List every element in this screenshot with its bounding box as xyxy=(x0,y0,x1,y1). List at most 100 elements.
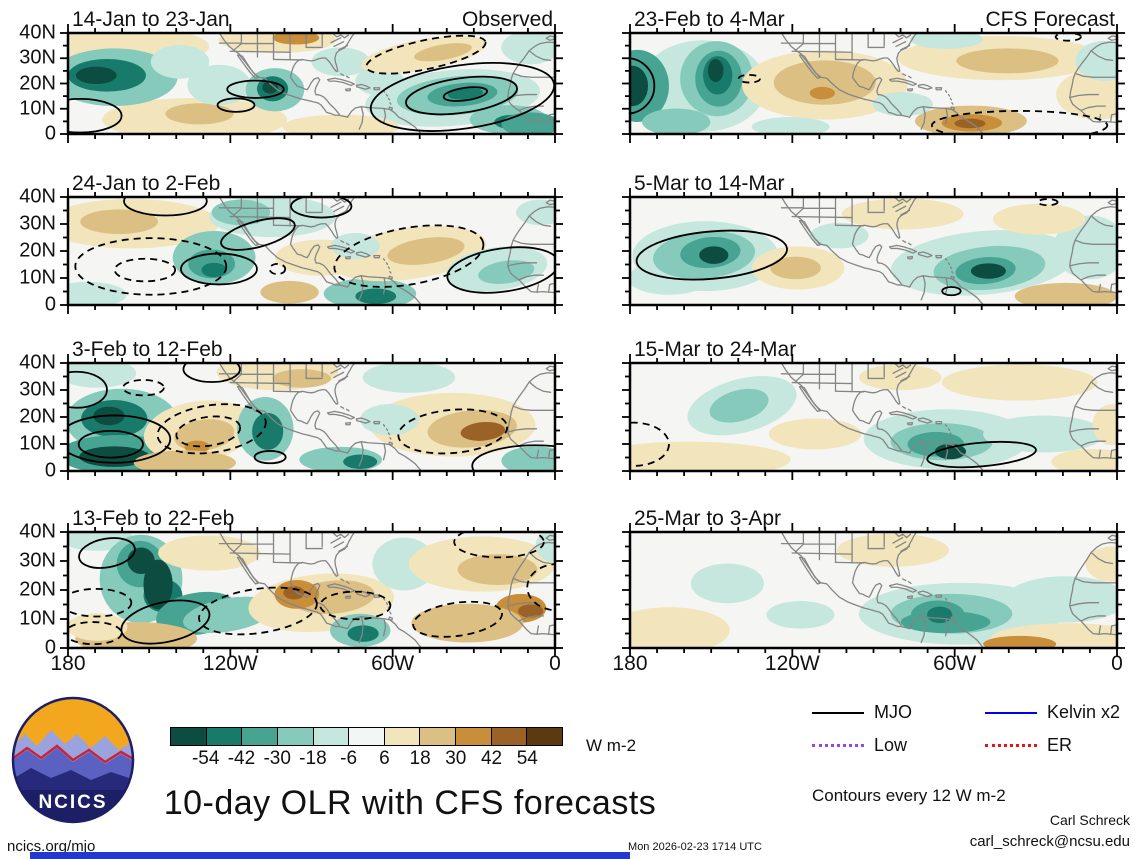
colorbar-segment xyxy=(242,728,278,745)
panel-forecast-2: 5-Mar to 14-Mar xyxy=(622,167,1125,314)
lon-axis-labels-left: 180 120W 60W 0 xyxy=(50,652,560,678)
map-canvas xyxy=(622,354,1125,480)
panel-observed-4: 13-Feb to 22-Feb xyxy=(60,502,563,657)
colorbar-tick-label: -6 xyxy=(340,748,358,769)
map-canvas xyxy=(60,523,563,657)
colorbar-tick-label: -30 xyxy=(263,748,291,769)
map-canvas xyxy=(60,354,563,480)
colorbar-tick-label: -18 xyxy=(299,748,327,769)
legend-line-sample xyxy=(985,711,1037,714)
lat-tick-label: 20N xyxy=(19,239,56,262)
colorbar-segment xyxy=(171,728,207,745)
lat-tick-label: 0 xyxy=(44,459,56,482)
colorbar-unit: W m-2 xyxy=(586,736,637,755)
lat-axis-labels: 40N 30N 20N 10N 0 xyxy=(0,521,60,659)
colorbar-labels: -54 -42 -30 -18 -6 6 18 30 42 54 xyxy=(170,748,563,772)
lat-tick-label: 40N xyxy=(19,185,56,208)
legend-item-low: Low xyxy=(812,735,985,756)
figure-title: 10-day OLR with CFS forecasts xyxy=(163,784,657,822)
colorbar-tick-label: 6 xyxy=(379,748,390,769)
map-canvas xyxy=(60,24,563,143)
colorbar-segment xyxy=(491,728,528,745)
lon-tick-label: 60W xyxy=(933,652,977,675)
lon-axis-labels-right: 180 120W 60W 0 xyxy=(612,652,1122,678)
map-canvas xyxy=(622,188,1125,314)
lat-axis-labels: 40N 30N 20N 10N 0 xyxy=(0,186,60,316)
lat-tick-label: 40N xyxy=(19,520,56,543)
colorbar xyxy=(170,727,563,746)
lat-tick-label: 10N xyxy=(19,607,56,630)
lat-tick-label: 40N xyxy=(19,351,56,374)
map-canvas xyxy=(622,523,1125,657)
legend-item-kelvin-x2: Kelvin x2 xyxy=(985,702,1135,723)
lat-tick-label: 20N xyxy=(19,578,56,601)
lat-axis-labels: 40N 30N 20N 10N 0 xyxy=(0,22,60,145)
lat-tick-label: 10N xyxy=(19,266,56,289)
lat-tick-label: 0 xyxy=(44,293,56,316)
lat-tick-label: 40N xyxy=(19,21,56,44)
colorbar-segment xyxy=(420,728,457,745)
lon-tick-label: 0 xyxy=(549,652,561,675)
legend-label: MJO xyxy=(874,702,912,722)
lat-tick-label: 30N xyxy=(19,549,56,572)
colorbar-tick-label: 54 xyxy=(516,748,538,769)
colorbar-segment xyxy=(313,728,350,745)
panel-title: 13-Feb to 22-Feb xyxy=(72,507,235,530)
panel-title: 14-Jan to 23-Jan xyxy=(72,8,230,31)
panel-forecast-1: 23-Feb to 4-Mar CFS Forecast xyxy=(622,3,1125,143)
colorbar-segment xyxy=(349,728,385,745)
panel-title: 15-Mar to 24-Mar xyxy=(634,338,797,361)
colorbar-tick-label: 30 xyxy=(445,748,467,769)
lat-tick-label: 20N xyxy=(19,72,56,94)
logo-red-ridge xyxy=(13,744,133,764)
legend-label: Kelvin x2 xyxy=(1047,702,1121,722)
panel-observed-1: 14-Jan to 23-Jan Observed xyxy=(60,3,563,143)
lat-tick-label: 10N xyxy=(19,97,56,120)
lon-tick-label: 120W xyxy=(764,652,820,675)
credit-name: Carl Schreck xyxy=(1049,812,1130,828)
legend-line-sample xyxy=(812,744,864,747)
website-link[interactable]: ncics.org/mjo xyxy=(7,838,96,855)
column-header-forecast: CFS Forecast xyxy=(985,8,1115,31)
lat-tick-label: 30N xyxy=(19,46,56,69)
legend-label: ER xyxy=(1047,735,1073,755)
colorbar-tick-label: -42 xyxy=(227,748,256,769)
lon-tick-label: 60W xyxy=(371,652,415,675)
logo-text: NCICS xyxy=(38,792,107,813)
panel-observed-2: 24-Jan to 2-Feb xyxy=(60,167,563,314)
legend-line-sample xyxy=(812,711,864,714)
colorbar-segment xyxy=(206,728,243,745)
column-header-observed: Observed xyxy=(461,8,553,31)
lat-tick-label: 0 xyxy=(44,122,56,145)
timestamp: Mon 2026-02-23 1714 UTC xyxy=(628,841,762,853)
lat-axis-labels: 40N 30N 20N 10N 0 xyxy=(0,352,60,482)
contour-legend: MJO Kelvin x2 Low ER xyxy=(812,702,1135,756)
lon-tick-label: 180 xyxy=(50,652,86,675)
credit-email: carl_schreck@ncsu.edu xyxy=(969,833,1130,850)
lat-tick-label: 0 xyxy=(44,636,56,659)
legend-line-sample xyxy=(985,744,1037,747)
lat-tick-label: 30N xyxy=(19,378,56,401)
lon-tick-label: 0 xyxy=(1111,652,1123,675)
colorbar-segment xyxy=(456,728,492,745)
colorbar-tick-label: 42 xyxy=(480,748,503,769)
colorbar-segment xyxy=(527,728,563,745)
bottom-blue-bar xyxy=(30,852,630,859)
panel-title: 24-Jan to 2-Feb xyxy=(72,172,221,195)
ncics-logo: NCICS xyxy=(11,696,135,824)
lat-tick-label: 30N xyxy=(19,212,56,235)
panel-forecast-3: 15-Mar to 24-Mar xyxy=(622,333,1125,480)
colorbar-tick-label: 18 xyxy=(409,748,431,769)
panel-title: 25-Mar to 3-Apr xyxy=(634,507,782,530)
lat-tick-label: 20N xyxy=(19,405,56,428)
legend-item-mjo: MJO xyxy=(812,702,985,723)
panel-title: 5-Mar to 14-Mar xyxy=(634,172,785,195)
legend-label: Low xyxy=(874,735,908,755)
panel-title: 3-Feb to 12-Feb xyxy=(72,338,223,361)
lat-tick-label: 10N xyxy=(19,432,56,455)
lon-tick-label: 120W xyxy=(202,652,258,675)
panel-forecast-4: 25-Mar to 3-Apr xyxy=(622,502,1125,657)
colorbar-segment xyxy=(277,728,314,745)
map-canvas xyxy=(60,188,563,314)
